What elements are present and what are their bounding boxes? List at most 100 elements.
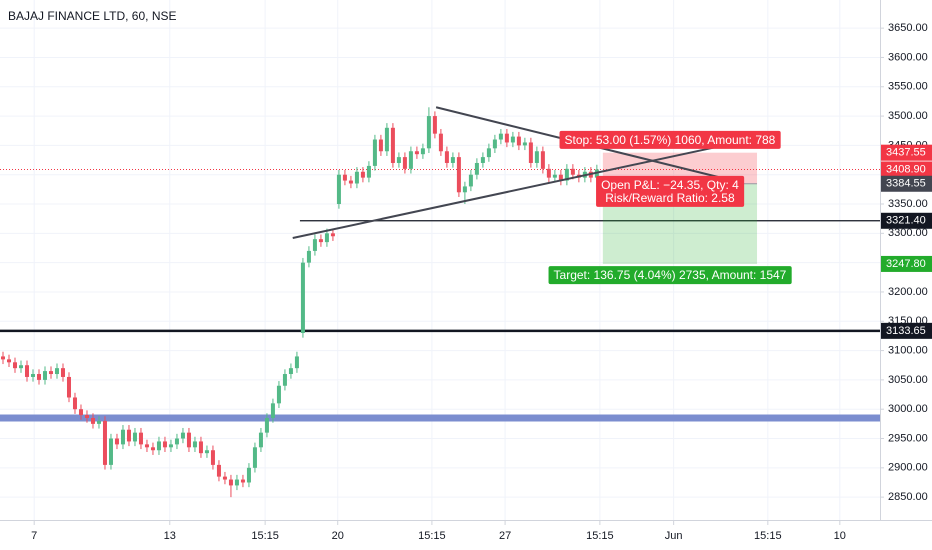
target-label: Target: 136.75 (4.04%) 2735, Amount: 154… (554, 268, 787, 282)
candle-body (222, 476, 227, 480)
x-tick-label: Jun (665, 530, 683, 542)
candle-body (504, 133, 509, 143)
candle-body (306, 250, 311, 263)
candle-body (114, 438, 119, 445)
candle-body (42, 371, 47, 380)
candle-body (102, 420, 107, 465)
candle-body (552, 174, 557, 178)
stop-label-box (559, 130, 781, 149)
pnl-label-box (596, 175, 745, 207)
labels: 3133.65 3321.40 3408.90 Stop: 53.00 (1.57%)… (548, 130, 932, 339)
candle-body (132, 432, 137, 442)
candle-body (204, 450, 209, 454)
y-tick-label: 2950.00 (888, 432, 928, 444)
levels (0, 168, 880, 422)
candle-body (216, 464, 221, 477)
candle-body (336, 174, 341, 205)
price-label-box (881, 144, 932, 161)
candle-body (426, 116, 431, 149)
price-label: 3321.40 (886, 215, 926, 227)
candle-body (546, 168, 551, 178)
price-label: 3133.65 (886, 325, 926, 337)
candle-body (48, 371, 53, 375)
y-tick-label: 2850.00 (888, 491, 928, 503)
price-label-box (881, 161, 932, 178)
y-tick-label: 3100.00 (888, 344, 928, 356)
candle-body (462, 186, 467, 193)
y-tick-label: 3200.00 (888, 286, 928, 298)
candle-body (96, 420, 101, 424)
candle-body (378, 139, 383, 152)
time-axis (0, 521, 932, 550)
candle-body (120, 429, 125, 445)
candle-body (414, 151, 419, 155)
candle-body (12, 362, 17, 369)
candle-body (390, 127, 395, 163)
stop-label: Stop: 53.00 (1.57%) 1060, Amount: 788 (565, 133, 776, 147)
candle-body (354, 171, 359, 184)
target-label-box (548, 266, 792, 285)
candle-body (180, 432, 185, 439)
candle-body (360, 171, 365, 178)
x-tick-label: 20 (332, 530, 344, 542)
candle-body (516, 136, 521, 146)
y-tick-label: 2900.00 (888, 462, 928, 474)
x-tick-label: 7 (31, 530, 37, 542)
candle-body (540, 151, 545, 169)
candle-body (294, 356, 299, 369)
y-tick-label: 3600.00 (888, 51, 928, 63)
candle-body (168, 444, 173, 448)
y-tick-label: 3300.00 (888, 227, 928, 239)
y-tick-label: 3000.00 (888, 403, 928, 415)
candle-body (162, 441, 167, 448)
candle-body (276, 385, 281, 404)
candle-body (300, 262, 305, 333)
price-label-box (881, 255, 932, 272)
candle-body (348, 180, 353, 184)
candle-body (420, 148, 425, 155)
candle-body (90, 417, 95, 424)
candle-body (528, 142, 533, 163)
price-axis (880, 0, 932, 550)
pnl-label: Open P&L: −24.35, Qty: 4 (601, 178, 739, 192)
candle-body (138, 432, 143, 445)
candle-body (6, 359, 11, 363)
candle-body (108, 438, 113, 465)
x-tick-label: 27 (499, 530, 511, 542)
candle-body (192, 441, 197, 448)
price-label: 3408.90 (886, 163, 926, 175)
price-label: 3437.55 (886, 147, 926, 159)
candle-body (474, 162, 479, 175)
candle-body (438, 133, 443, 152)
candle-body (0, 356, 5, 360)
price-label-box (881, 212, 932, 229)
candle-body (480, 157, 485, 163)
candle-body (186, 432, 191, 448)
candle-body (210, 450, 215, 465)
candle-body (252, 447, 257, 468)
candle-body (24, 365, 29, 377)
y-tick-label: 3350.00 (888, 198, 928, 210)
candle-body (258, 432, 263, 448)
candle-body (366, 165, 371, 178)
trend-line (292, 142, 736, 239)
candle-body (486, 148, 491, 158)
x-tick-label: 15:15 (754, 530, 782, 542)
candle-body (342, 174, 347, 181)
candle-body (384, 127, 389, 152)
candle-body (54, 368, 59, 375)
x-tick-label: 15:15 (586, 530, 614, 542)
candle-body (492, 139, 497, 149)
candle-body (570, 168, 575, 175)
candles (0, 107, 599, 498)
price-label: 3384.55 (886, 178, 926, 190)
candle-body (324, 233, 329, 243)
candle-body (156, 441, 161, 451)
candle-body (318, 239, 323, 243)
candle-body (444, 151, 449, 163)
candle-body (330, 233, 335, 237)
candle-body (282, 374, 287, 386)
candle-body (66, 376, 71, 398)
candle-body (264, 417, 269, 433)
x-tick-label: 15:15 (251, 530, 279, 542)
